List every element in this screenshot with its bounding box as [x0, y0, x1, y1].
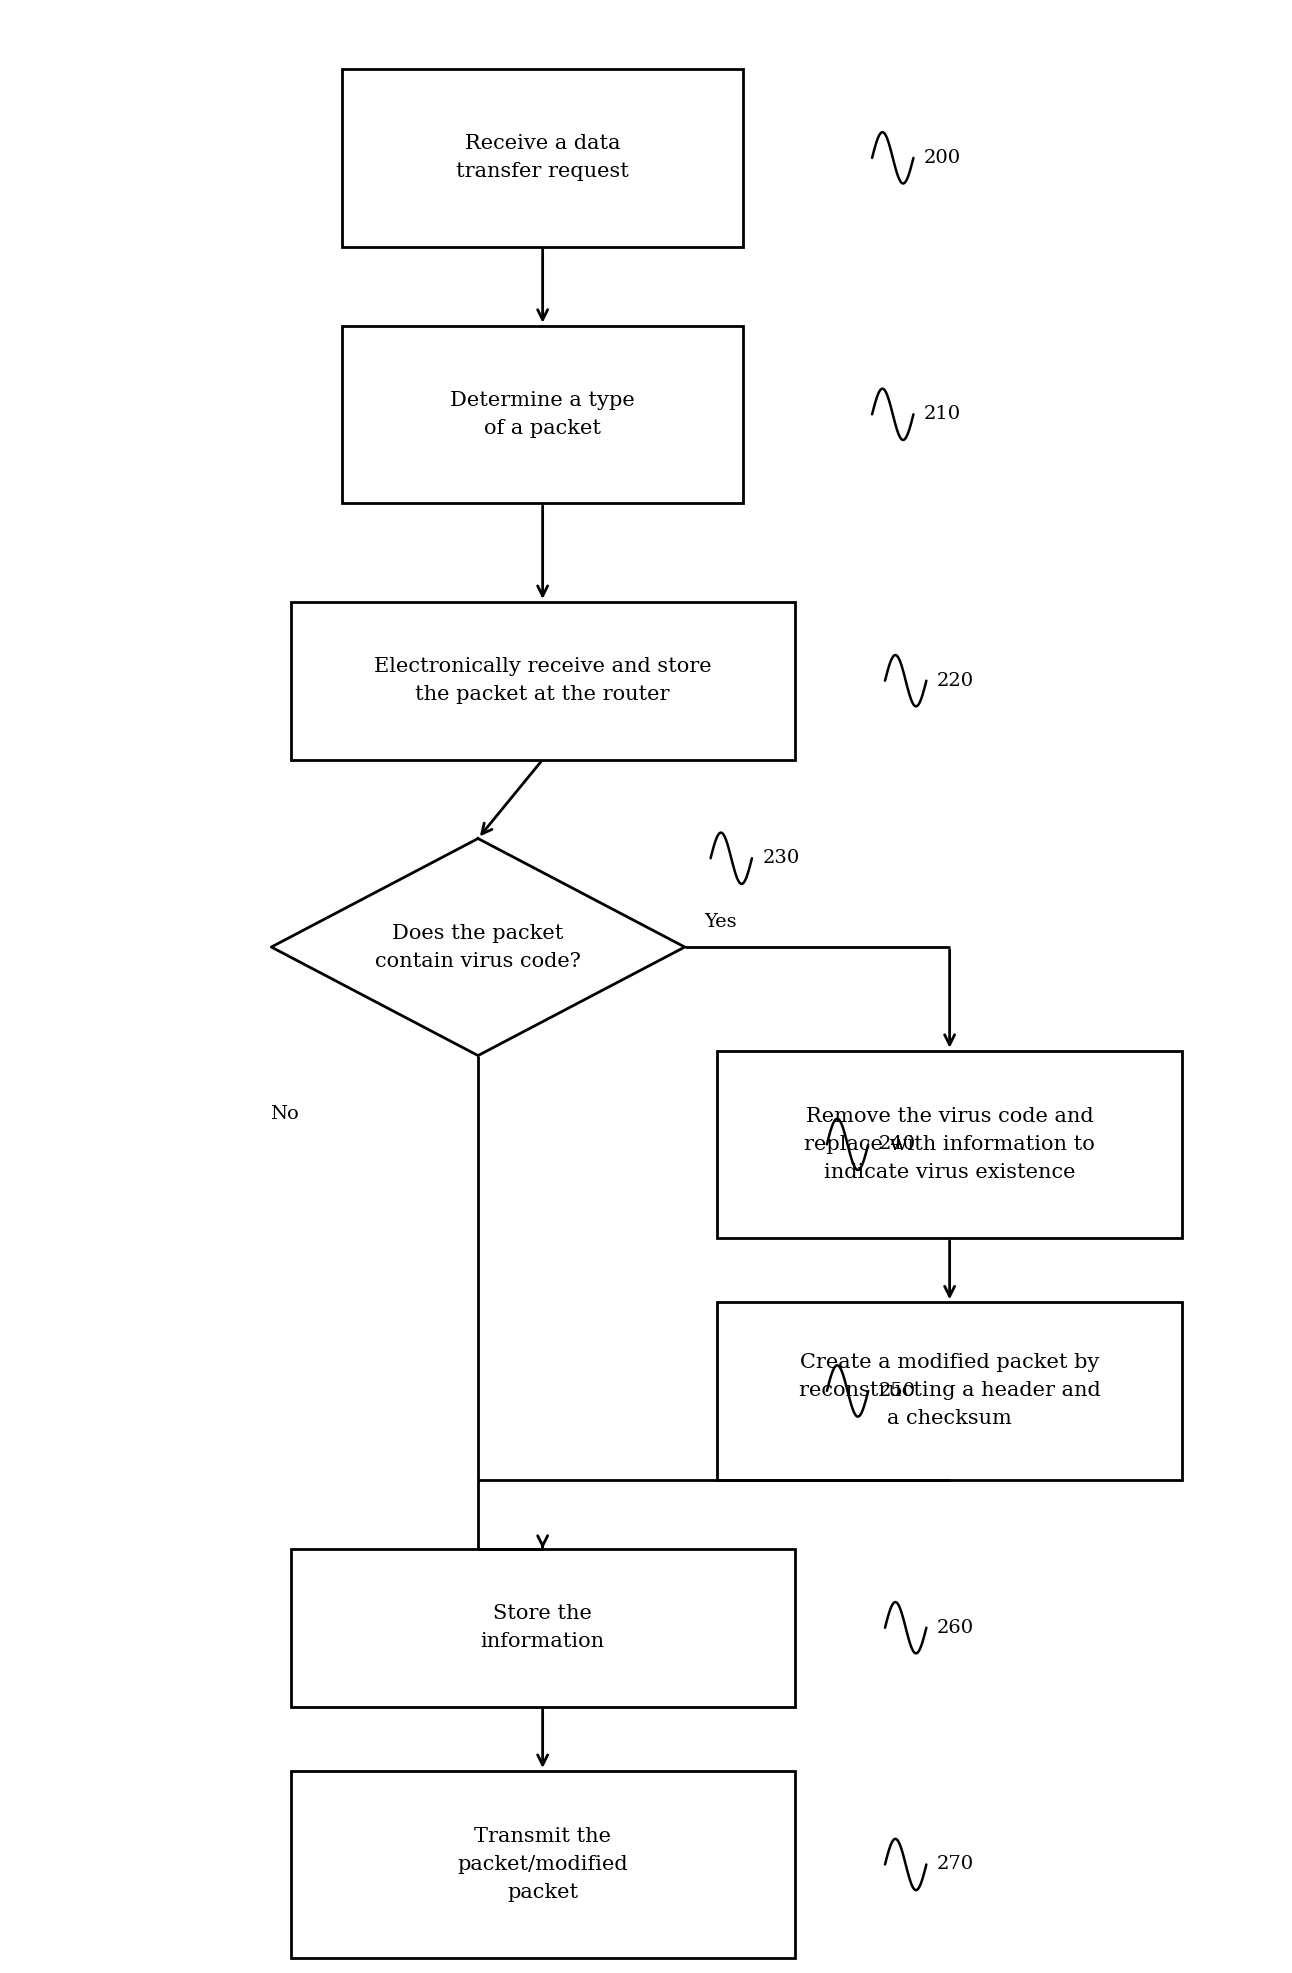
FancyBboxPatch shape [291, 1549, 795, 1707]
Text: Yes: Yes [704, 913, 736, 931]
Polygon shape [271, 839, 685, 1056]
Text: Receive a data
transfer request: Receive a data transfer request [456, 134, 629, 182]
Text: 230: 230 [762, 848, 800, 868]
Text: 240: 240 [879, 1134, 916, 1154]
Text: 220: 220 [937, 671, 974, 691]
Text: Store the
information: Store the information [481, 1604, 605, 1651]
Text: Transmit the
packet/modified
packet: Transmit the packet/modified packet [457, 1827, 628, 1902]
Text: 260: 260 [937, 1618, 974, 1638]
Text: Electronically receive and store
the packet at the router: Electronically receive and store the pac… [373, 657, 712, 704]
FancyBboxPatch shape [342, 326, 743, 503]
FancyBboxPatch shape [291, 602, 795, 760]
Text: 210: 210 [924, 404, 961, 424]
Text: No: No [270, 1105, 298, 1123]
Text: Remove the virus code and
replace with information to
indicate virus existence: Remove the virus code and replace with i… [804, 1107, 1096, 1182]
FancyBboxPatch shape [717, 1302, 1182, 1480]
Text: Determine a type
of a packet: Determine a type of a packet [451, 391, 634, 438]
Text: 200: 200 [924, 148, 961, 168]
FancyBboxPatch shape [291, 1772, 795, 1957]
Text: 270: 270 [937, 1855, 974, 1874]
FancyBboxPatch shape [342, 69, 743, 247]
FancyBboxPatch shape [717, 1050, 1182, 1239]
Text: Create a modified packet by
reconstructing a header and
a checksum: Create a modified packet by reconstructi… [798, 1353, 1101, 1428]
Text: Does the packet
contain virus code?: Does the packet contain virus code? [375, 923, 581, 971]
Text: 250: 250 [879, 1381, 916, 1401]
